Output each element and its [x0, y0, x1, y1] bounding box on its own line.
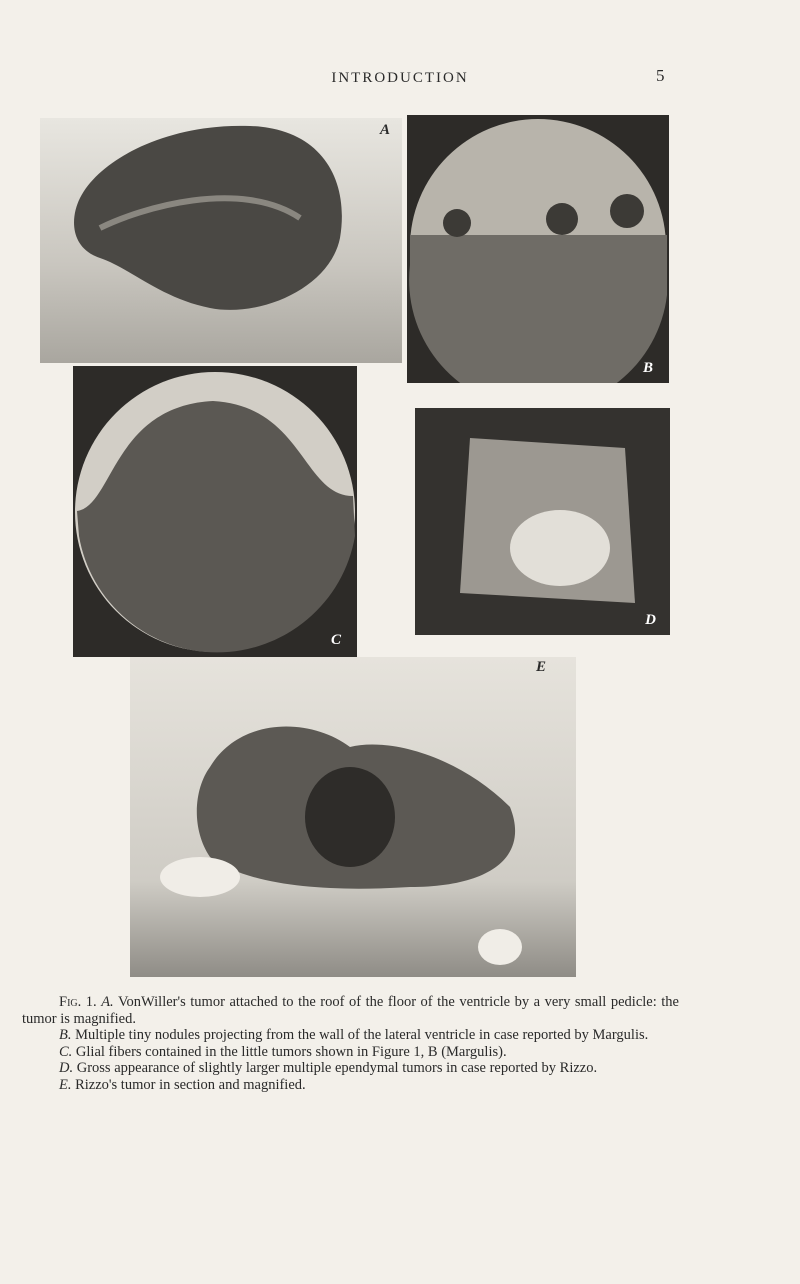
tumor: [510, 510, 610, 586]
item-letter: A.: [101, 994, 114, 1010]
dense-core: [305, 767, 395, 867]
plate-a-drawing: [74, 125, 342, 310]
tumor: [74, 125, 342, 310]
plate-b-drawing: [409, 119, 667, 383]
plate-a: A: [40, 118, 402, 363]
plate-e: E: [130, 657, 576, 977]
nodule: [546, 203, 578, 235]
panel-label: D: [645, 612, 656, 628]
item-letter: B.: [59, 1027, 72, 1044]
panel-label: B: [642, 360, 653, 376]
nodule: [610, 194, 644, 228]
caption-item: Fig. 1. A. VonWiller's tumor attached to…: [22, 994, 679, 1027]
panel-label: A: [379, 122, 390, 138]
item-text: Glial fibers contained in the little tum…: [75, 1043, 507, 1060]
plate-e-drawing: [160, 726, 522, 965]
plate-c-drawing: [75, 372, 355, 653]
nodule: [443, 209, 471, 237]
vessel: [478, 929, 522, 965]
caption-item: C. Glial fibers contained in the little …: [22, 1044, 679, 1061]
caption-item: B. Multiple tiny nodules projecting from…: [22, 1027, 679, 1044]
panel-label: C: [330, 632, 341, 648]
tissue: [409, 235, 667, 383]
caption-item: D. Gross appearance of slightly larger m…: [22, 1060, 679, 1077]
vessel: [160, 857, 240, 897]
plate-b: B: [407, 115, 669, 383]
item-letter: E.: [59, 1076, 72, 1093]
plate-d: D: [415, 408, 670, 635]
running-header: INTRODUCTION: [331, 70, 469, 86]
item-text: Multiple tiny nodules projecting from th…: [75, 1027, 649, 1044]
panel-label: E: [535, 659, 546, 675]
item-text: Rizzo's tumor in section and magnified.: [75, 1076, 306, 1093]
item-letter: C.: [59, 1043, 73, 1060]
texture: [98, 195, 302, 231]
figure-caption: Fig. 1. A. VonWiller's tumor attached to…: [22, 994, 679, 1094]
glial-fibers: [77, 401, 355, 653]
item-letter: D.: [59, 1060, 74, 1077]
item-text: Gross appearance of slightly larger mult…: [76, 1060, 598, 1077]
page-number: 5: [656, 66, 665, 85]
item-text: VonWiller's tumor attached to the roof o…: [22, 994, 679, 1027]
caption-item: E. Rizzo's tumor in section and magnifie…: [22, 1077, 679, 1094]
figure-number: Fig. 1.: [59, 994, 97, 1010]
plate-d-drawing: [460, 438, 635, 603]
plate-c: C: [73, 366, 357, 657]
